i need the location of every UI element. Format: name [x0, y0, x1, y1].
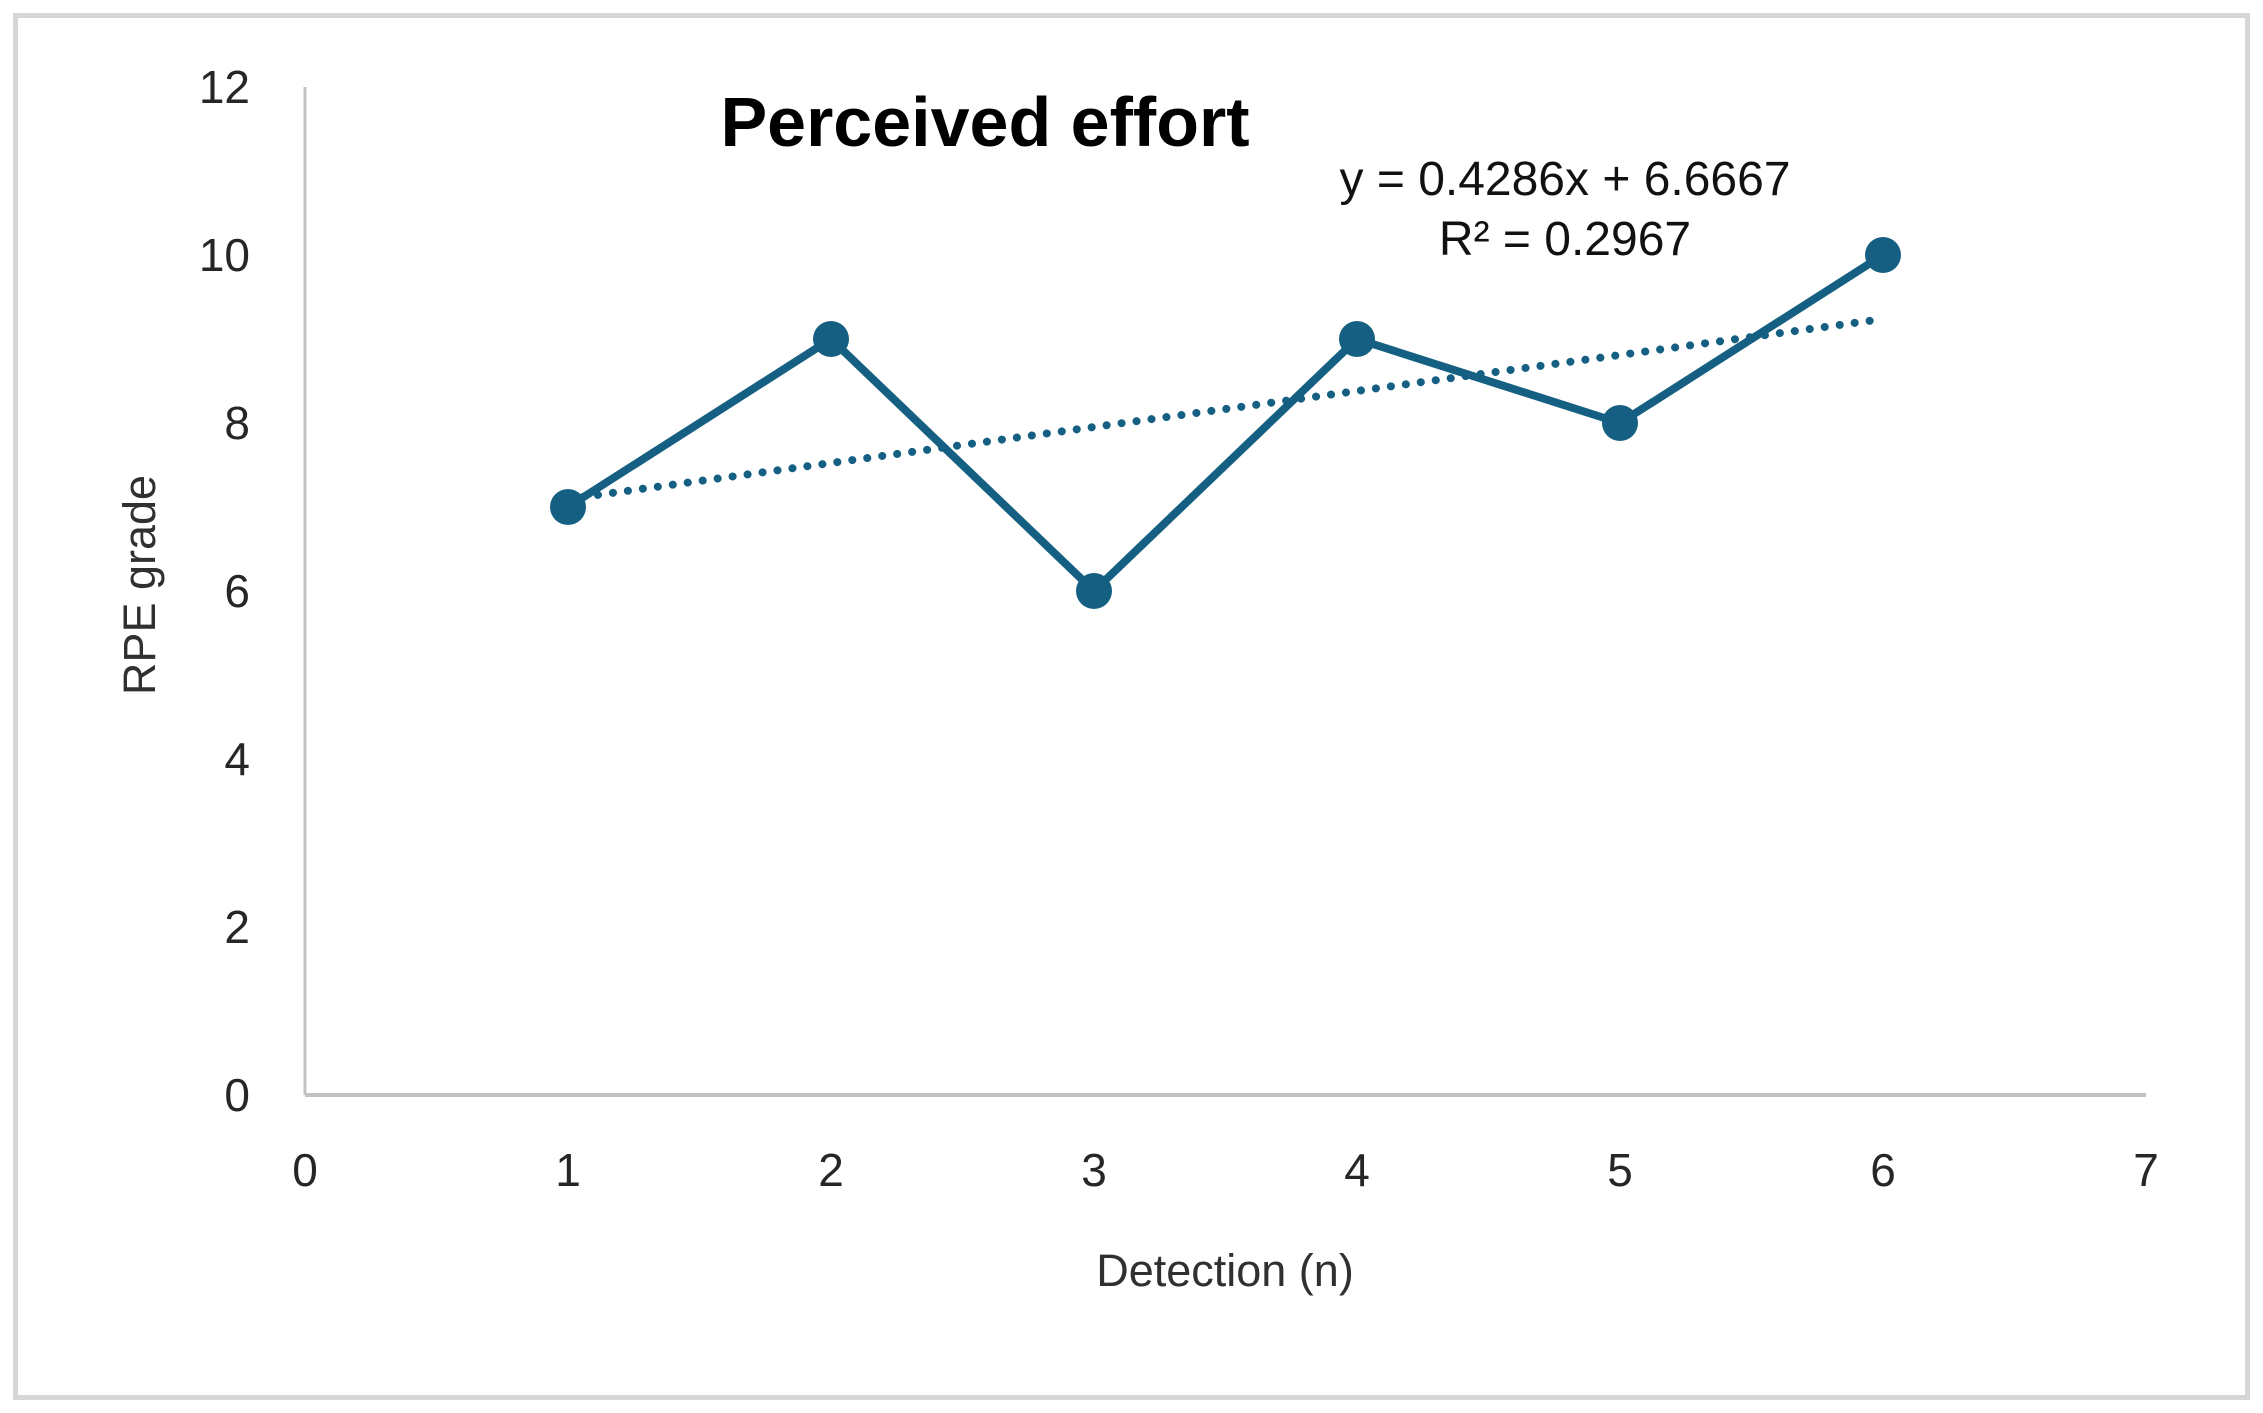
x-axis-tick-label: 7 [2133, 1144, 2159, 1196]
x-axis-tick-label: 2 [818, 1144, 844, 1196]
y-axis-tick-label: 4 [224, 733, 250, 785]
data-point-marker [550, 489, 586, 525]
x-axis-tick-label: 4 [1344, 1144, 1370, 1196]
y-axis-tick-label: 8 [224, 397, 250, 449]
y-axis-tick-label: 6 [224, 565, 250, 617]
x-axis-tick-label: 5 [1607, 1144, 1633, 1196]
y-axis-tick-label: 10 [198, 229, 250, 281]
x-axis-tick-label: 6 [1870, 1144, 1896, 1196]
trendline-dotted [564, 314, 1887, 503]
chart-title: Perceived effort [720, 83, 1250, 161]
x-axis-tick-label: 1 [555, 1144, 581, 1196]
trendline-equation-label: y = 0.4286x + 6.6667 [1339, 153, 1791, 206]
x-axis-title: Detection (n) [1096, 1245, 1354, 1296]
x-axis-tick-label: 0 [292, 1144, 318, 1196]
data-point-marker [1602, 405, 1638, 441]
series-line [564, 251, 1887, 595]
y-axis-tick-label: 2 [224, 901, 250, 953]
data-point-marker [813, 321, 849, 357]
y-axis-tick-label: 0 [224, 1069, 250, 1121]
data-point-marker [1339, 321, 1375, 357]
data-point-marker [1076, 573, 1112, 609]
trendline-r-squared-label: R² = 0.2967 [1438, 213, 1692, 266]
data-point-markers [550, 237, 1901, 609]
x-axis-tick-label: 3 [1081, 1144, 1107, 1196]
data-point-marker [1865, 237, 1901, 273]
y-axis-tick-label: 12 [198, 61, 250, 113]
